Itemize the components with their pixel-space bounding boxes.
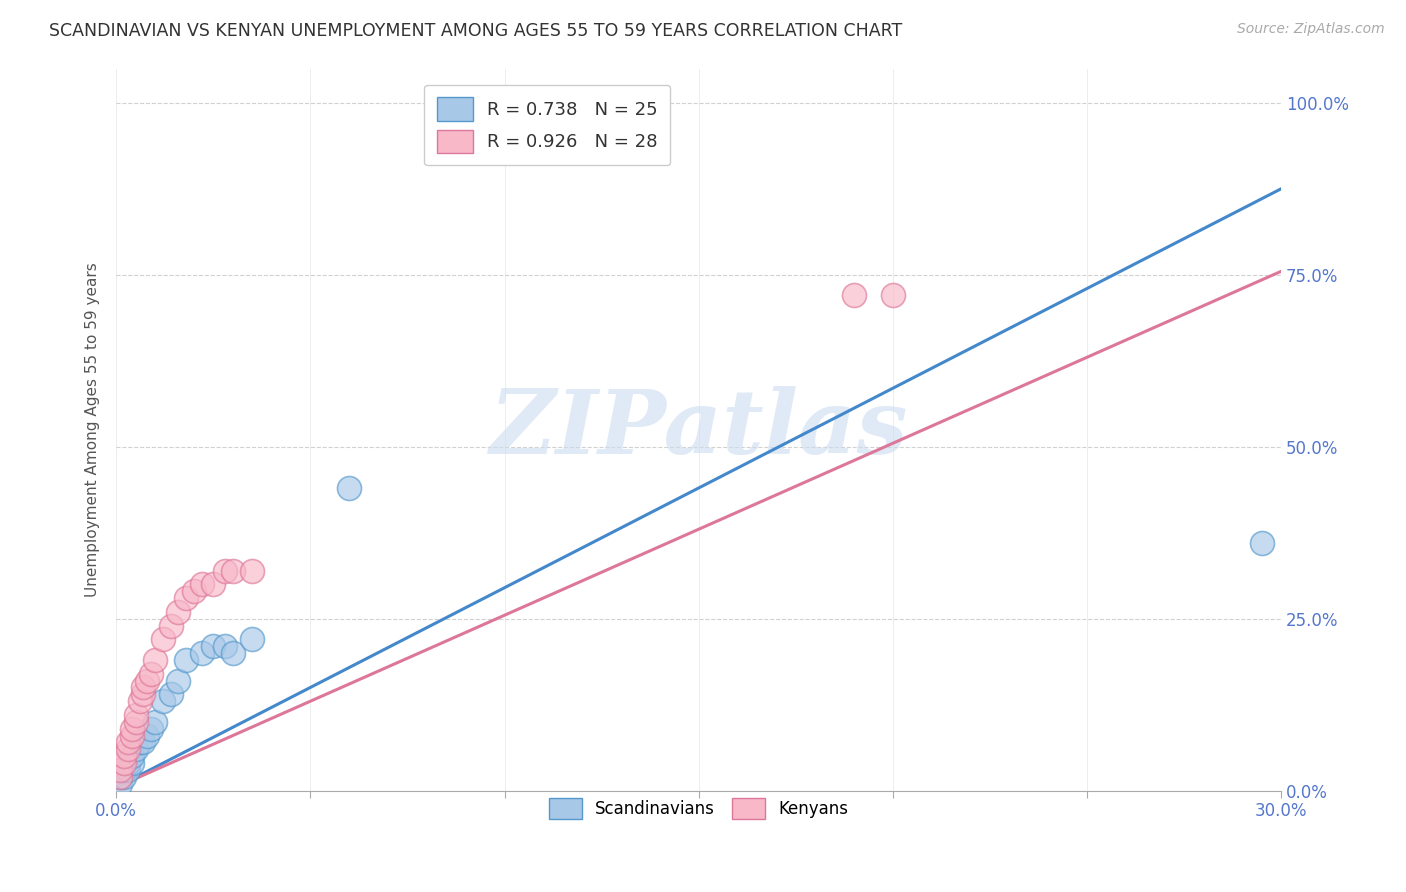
Point [108, 770, 131, 784]
Point [121, 749, 143, 764]
Point [141, 722, 163, 736]
Point [167, 673, 190, 688]
Point [152, 694, 174, 708]
Point [222, 564, 245, 578]
Text: SCANDINAVIAN VS KENYAN UNEMPLOYMENT AMONG AGES 55 TO 59 YEARS CORRELATION CHART: SCANDINAVIAN VS KENYAN UNEMPLOYMENT AMON… [49, 22, 903, 40]
Point [117, 735, 139, 749]
Point [108, 770, 131, 784]
Point [121, 756, 143, 770]
Point [214, 639, 236, 653]
Point [132, 681, 155, 695]
Point [125, 714, 148, 729]
Point [121, 722, 143, 736]
Point [143, 714, 166, 729]
Point [132, 735, 155, 749]
Point [112, 749, 135, 764]
Point [136, 729, 159, 743]
Text: Source: ZipAtlas.com: Source: ZipAtlas.com [1237, 22, 1385, 37]
Point [882, 288, 904, 302]
Point [202, 577, 225, 591]
Point [108, 763, 131, 777]
Point [159, 687, 181, 701]
Text: ZIPatlas: ZIPatlas [489, 386, 907, 473]
Point [159, 618, 181, 632]
Point [125, 708, 148, 723]
Point [112, 756, 135, 770]
Point [337, 481, 360, 495]
Point [240, 564, 263, 578]
Point [174, 591, 197, 605]
Point [108, 777, 131, 791]
Point [214, 564, 236, 578]
Point [842, 288, 865, 302]
Point [117, 742, 139, 756]
Point [143, 653, 166, 667]
Point [183, 584, 205, 599]
Point [141, 666, 163, 681]
Point [117, 756, 139, 770]
Point [112, 770, 135, 784]
Point [136, 673, 159, 688]
Point [174, 653, 197, 667]
Legend: Scandinavians, Kenyans: Scandinavians, Kenyans [541, 791, 855, 826]
Y-axis label: Unemployment Among Ages 55 to 59 years: Unemployment Among Ages 55 to 59 years [86, 262, 100, 597]
Point [125, 742, 148, 756]
Point [117, 763, 139, 777]
Point [152, 632, 174, 647]
Point [1250, 536, 1272, 550]
Point [222, 646, 245, 660]
Point [112, 763, 135, 777]
Point [167, 605, 190, 619]
Point [128, 735, 150, 749]
Point [128, 694, 150, 708]
Point [202, 639, 225, 653]
Point [190, 577, 212, 591]
Point [132, 687, 155, 701]
Point [190, 646, 212, 660]
Point [121, 729, 143, 743]
Point [240, 632, 263, 647]
